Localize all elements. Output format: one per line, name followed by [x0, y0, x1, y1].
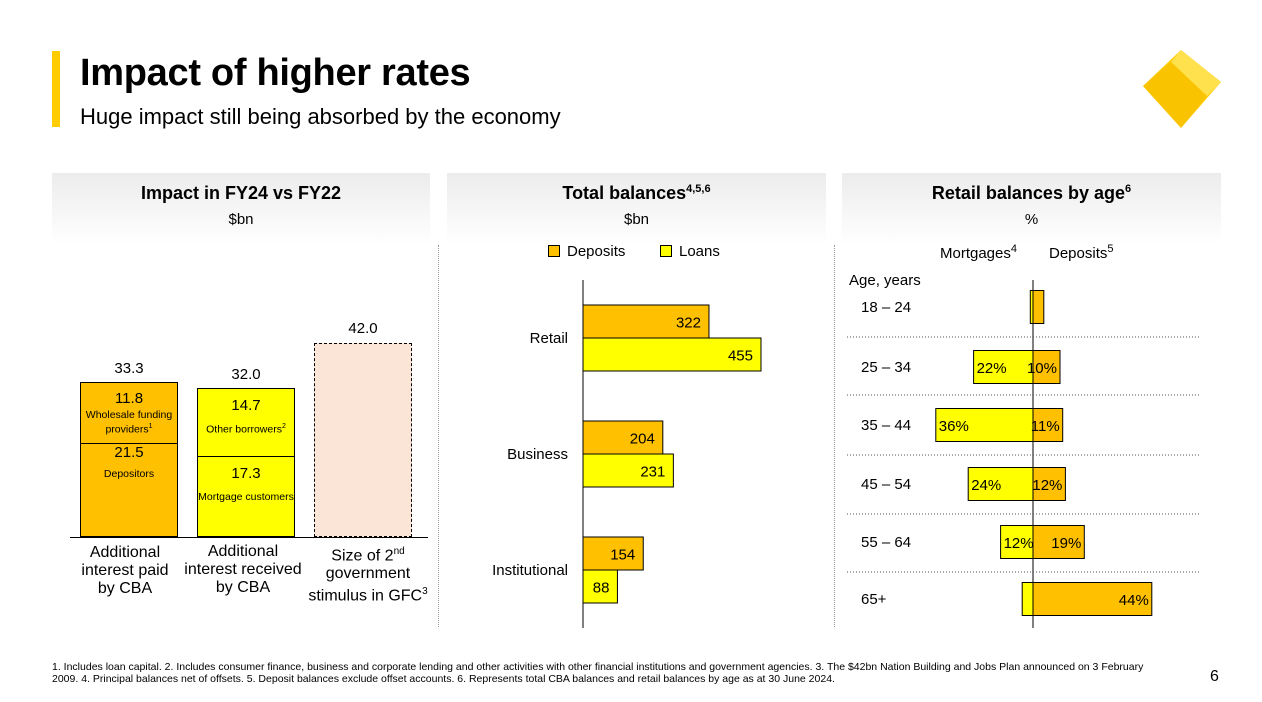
- footnote: 1. Includes loan capital. 2. Includes co…: [52, 661, 1144, 685]
- data-label: 12%: [1032, 477, 1062, 494]
- data-label: 11.8: [114, 390, 144, 407]
- bar-deposits: [1032, 408, 1064, 442]
- category-label: Additional interest received by CBA: [184, 543, 302, 596]
- impact-panel-header: Impact in FY24 vs FY22 $bn: [52, 173, 430, 245]
- data-label: 455: [728, 348, 753, 365]
- bar-deposits: [582, 536, 644, 571]
- page-subtitle: Huge impact still being absorbed by the …: [80, 104, 561, 129]
- balances-panel-unit: $bn: [623, 211, 650, 228]
- title-accent-bar: [52, 51, 60, 127]
- bar-depositors: [80, 443, 178, 537]
- total-label: 42.0: [348, 320, 378, 337]
- data-label: 22%: [977, 360, 1007, 377]
- data-label: 36%: [939, 418, 969, 435]
- data-label: 88: [593, 580, 610, 597]
- category-label: 55 – 64: [861, 534, 911, 551]
- total-label: 33.3: [114, 360, 144, 377]
- impact-panel-unit: $bn: [228, 211, 254, 228]
- segment-label: Mortgage customers: [198, 491, 294, 503]
- balances-panel-header: Total balances4,5,6 $bn: [447, 173, 826, 245]
- category-label: Size of 2nd government stimulus in GFC3: [308, 546, 428, 605]
- bar-mortgages: [935, 408, 1034, 442]
- data-label: 21.5: [114, 444, 144, 461]
- data-label: 19%: [1051, 535, 1081, 552]
- segment-label: Depositors: [103, 468, 155, 480]
- bar-mortgages: [973, 350, 1034, 384]
- data-label: 44%: [1119, 592, 1149, 609]
- age-axis-title: Age, years: [849, 272, 921, 289]
- bar-gfc-stimulus: [314, 343, 412, 537]
- bar-mortgages: [1000, 525, 1034, 559]
- bar-loans: [582, 569, 618, 604]
- panel-divider: [834, 245, 835, 627]
- category-label: 18 – 24: [861, 299, 911, 316]
- data-label: 10%: [1027, 360, 1057, 377]
- data-label: 12%: [1004, 535, 1034, 552]
- segment-label: Wholesale funding providers1: [85, 409, 173, 436]
- bar-deposits: [1032, 582, 1153, 616]
- legend-label-deposits: Deposits5: [1049, 243, 1114, 262]
- bar-deposits: [1032, 350, 1061, 384]
- balances-panel-title: Total balances4,5,6: [562, 183, 711, 203]
- bar-mortgage-customers: [197, 456, 295, 537]
- bar-deposits: [582, 420, 664, 455]
- brand-logo-icon: [1143, 50, 1221, 128]
- bar-mortgages: [1021, 582, 1034, 616]
- category-label: 65+: [861, 591, 887, 608]
- bar-deposits: [1032, 290, 1045, 324]
- panel-divider: [438, 245, 439, 627]
- category-label: Additional interest paid by CBA: [81, 544, 169, 597]
- bar-deposits: [1032, 467, 1066, 501]
- data-label: 24%: [971, 477, 1001, 494]
- total-label: 32.0: [231, 366, 261, 383]
- category-label: 25 – 34: [861, 359, 911, 376]
- bar-wholesale-funding: [80, 382, 178, 444]
- page-number: 6: [1210, 668, 1219, 685]
- bar-deposits: [1032, 525, 1085, 559]
- data-label: 204: [630, 431, 655, 448]
- segment-label: Other borrowers2: [206, 423, 286, 436]
- balances-chart: Retail 322 455 Business 204 231 Institutional 1…: [492, 280, 762, 628]
- legend-label: Loans: [679, 243, 720, 260]
- age-chart: 18 – 24 25 – 34 22% 10% 35 – 44 36% 11% 45 – 54…: [847, 280, 1200, 628]
- data-label: 322: [676, 315, 701, 332]
- category-label: Business: [507, 446, 568, 463]
- category-label: 45 – 54: [861, 476, 911, 493]
- page-title: Impact of higher rates: [80, 52, 471, 94]
- age-panel-unit: %: [1024, 211, 1039, 228]
- data-label: 11%: [1031, 418, 1060, 435]
- category-label: 35 – 44: [861, 417, 911, 434]
- x-axis-line: [70, 537, 428, 538]
- age-panel-header: Retail balances by age6 %: [842, 173, 1221, 245]
- impact-panel-title: Impact in FY24 vs FY22: [140, 183, 342, 203]
- age-panel-title: Retail balances by age6: [931, 183, 1132, 203]
- data-label: 14.7: [231, 397, 261, 414]
- legend-label-mortgages: Mortgages4: [940, 243, 1017, 262]
- category-label: Retail: [530, 330, 568, 347]
- bar-loans: [582, 453, 674, 488]
- data-label: 231: [640, 464, 665, 481]
- data-label: 154: [610, 547, 635, 564]
- bar-loans: [582, 337, 762, 372]
- data-label: 17.3: [231, 465, 261, 482]
- legend-swatch-deposits: [548, 245, 560, 257]
- legend-label: Deposits: [567, 243, 626, 260]
- bar-other-borrowers: [197, 388, 295, 457]
- bar-deposits: [582, 304, 710, 339]
- legend-swatch-loans: [660, 245, 672, 257]
- category-label: Institutional: [492, 562, 568, 579]
